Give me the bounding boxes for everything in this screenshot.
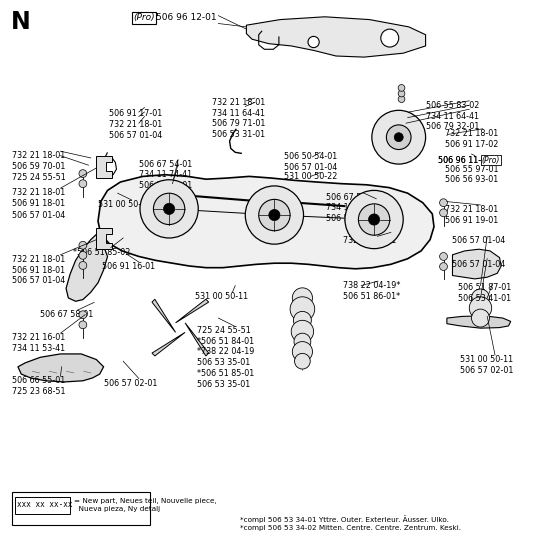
Circle shape xyxy=(358,204,390,235)
Circle shape xyxy=(140,180,198,238)
Text: 506 55 83-02
734 11 64-41
506 79 32-01: 506 55 83-02 734 11 64-41 506 79 32-01 xyxy=(426,101,479,131)
FancyBboxPatch shape xyxy=(15,497,70,514)
Circle shape xyxy=(308,36,319,48)
Text: 531 00 50-22: 531 00 50-22 xyxy=(284,172,338,181)
Text: 506 67 54-01
734 11 74-41
506 51 91-01: 506 67 54-01 734 11 74-41 506 51 91-01 xyxy=(326,193,379,223)
Circle shape xyxy=(398,90,405,97)
Circle shape xyxy=(79,262,87,269)
Text: *compl 506 53 34-01 Yttre. Outer. Exterieur. Äusser. Ulko.: *compl 506 53 34-01 Yttre. Outer. Exteri… xyxy=(240,515,449,523)
Circle shape xyxy=(269,209,280,221)
Text: 506 66 55-01
725 23 68-51: 506 66 55-01 725 23 68-51 xyxy=(12,376,66,396)
Circle shape xyxy=(153,193,185,225)
Circle shape xyxy=(259,199,290,231)
Text: *compl 506 53 34-02 Mitten. Centre. Centre. Zentrum. Keski.: *compl 506 53 34-02 Mitten. Centre. Cent… xyxy=(240,525,461,531)
PathPatch shape xyxy=(96,228,112,249)
Text: 506 67 54-01
734 11 74-41
506 51 90-01: 506 67 54-01 734 11 74-41 506 51 90-01 xyxy=(139,160,192,190)
Text: 506 67 58-01: 506 67 58-01 xyxy=(40,310,94,319)
Circle shape xyxy=(79,311,87,319)
Circle shape xyxy=(472,289,489,307)
Text: 732 21 18-01: 732 21 18-01 xyxy=(343,236,396,245)
PathPatch shape xyxy=(152,299,176,332)
PathPatch shape xyxy=(152,332,185,356)
PathPatch shape xyxy=(96,156,112,178)
Text: 506 91 16-01: 506 91 16-01 xyxy=(102,262,155,271)
Text: 531 00 50-16: 531 00 50-16 xyxy=(98,200,151,209)
Circle shape xyxy=(386,125,411,150)
Text: 506 57 01-04: 506 57 01-04 xyxy=(452,260,506,269)
Circle shape xyxy=(292,288,312,308)
Text: 506 51 87-01
506 53 41-01: 506 51 87-01 506 53 41-01 xyxy=(458,283,511,303)
Text: (Pro): (Pro) xyxy=(482,156,500,165)
Circle shape xyxy=(372,110,426,164)
Circle shape xyxy=(440,209,447,217)
Circle shape xyxy=(368,214,380,225)
Text: 732 21 18-01
506 91 18-01
506 57 01-04: 732 21 18-01 506 91 18-01 506 57 01-04 xyxy=(12,255,66,285)
Circle shape xyxy=(440,253,447,260)
Text: N: N xyxy=(11,10,31,34)
Circle shape xyxy=(79,321,87,329)
Text: *506 51 85-02: *506 51 85-02 xyxy=(73,248,130,256)
Circle shape xyxy=(292,342,312,362)
Text: 506 57 01-04: 506 57 01-04 xyxy=(452,236,506,245)
Circle shape xyxy=(295,353,310,369)
PathPatch shape xyxy=(98,175,434,269)
Text: 732 21 18-01
734 11 64-41
506 79 71-01
506 53 31-01: 732 21 18-01 734 11 64-41 506 79 71-01 5… xyxy=(212,98,265,139)
Text: 506 91 17-01
732 21 18-01
506 57 01-04: 506 91 17-01 732 21 18-01 506 57 01-04 xyxy=(109,109,162,139)
Circle shape xyxy=(440,263,447,270)
Circle shape xyxy=(472,309,489,327)
Text: 732 21 18-01
506 91 18-01: 732 21 18-01 506 91 18-01 xyxy=(12,188,66,208)
Circle shape xyxy=(469,297,492,319)
Text: 732 21 18-01
506 91 19-01: 732 21 18-01 506 91 19-01 xyxy=(445,205,498,225)
Circle shape xyxy=(79,180,87,188)
PathPatch shape xyxy=(66,232,108,301)
Text: 732 21 18-01
506 91 17-02: 732 21 18-01 506 91 17-02 xyxy=(445,129,498,148)
Circle shape xyxy=(290,297,315,321)
Circle shape xyxy=(79,241,87,249)
PathPatch shape xyxy=(246,17,426,57)
Circle shape xyxy=(79,251,87,259)
Text: 506 96 11-01: 506 96 11-01 xyxy=(438,156,491,165)
Circle shape xyxy=(398,85,405,91)
Circle shape xyxy=(394,133,403,142)
Text: (Pro): (Pro) xyxy=(133,13,155,22)
Circle shape xyxy=(293,311,311,329)
FancyBboxPatch shape xyxy=(12,492,150,525)
Text: 506 55 97-01
506 56 93-01: 506 55 97-01 506 56 93-01 xyxy=(445,165,499,184)
Circle shape xyxy=(245,186,304,244)
Text: 531 00 50-11: 531 00 50-11 xyxy=(195,292,248,301)
Text: 725 24 55-51
*506 51 84-01
*738 22 04-19
506 53 35-01
*506 51 85-01
506 53 35-01: 725 24 55-51 *506 51 84-01 *738 22 04-19… xyxy=(197,326,254,389)
Text: 506 57 01-04: 506 57 01-04 xyxy=(12,211,66,220)
Circle shape xyxy=(345,190,403,249)
Text: 531 00 50-11
506 57 02-01: 531 00 50-11 506 57 02-01 xyxy=(460,355,514,375)
Circle shape xyxy=(291,320,314,343)
PathPatch shape xyxy=(18,354,104,382)
Circle shape xyxy=(294,333,311,350)
Circle shape xyxy=(164,203,175,214)
Text: 506 57 02-01: 506 57 02-01 xyxy=(104,379,157,388)
Text: 732 21 16-01
734 11 53-41: 732 21 16-01 734 11 53-41 xyxy=(12,333,66,353)
PathPatch shape xyxy=(447,316,511,328)
Circle shape xyxy=(79,170,87,178)
Text: 506 96 11-01: 506 96 11-01 xyxy=(438,156,491,165)
PathPatch shape xyxy=(176,299,209,323)
Circle shape xyxy=(381,29,399,47)
Text: xxx xx xx-xx: xxx xx xx-xx xyxy=(17,500,73,508)
Text: 738 22 04-19*
506 51 86-01*: 738 22 04-19* 506 51 86-01* xyxy=(343,281,400,301)
PathPatch shape xyxy=(452,249,501,279)
PathPatch shape xyxy=(185,323,209,356)
Text: 732 21 18-01
506 59 70-01
725 24 55-51: 732 21 18-01 506 59 70-01 725 24 55-51 xyxy=(12,151,66,181)
Text: 506 96 12-01: 506 96 12-01 xyxy=(156,13,216,22)
Circle shape xyxy=(440,199,447,207)
Text: 506 50 54-01
506 57 01-04: 506 50 54-01 506 57 01-04 xyxy=(284,152,338,172)
Circle shape xyxy=(398,96,405,102)
Text: = New part, Neues teil, Nouvelle piece,
  Nueva pieza, Ny detalj: = New part, Neues teil, Nouvelle piece, … xyxy=(74,498,217,512)
